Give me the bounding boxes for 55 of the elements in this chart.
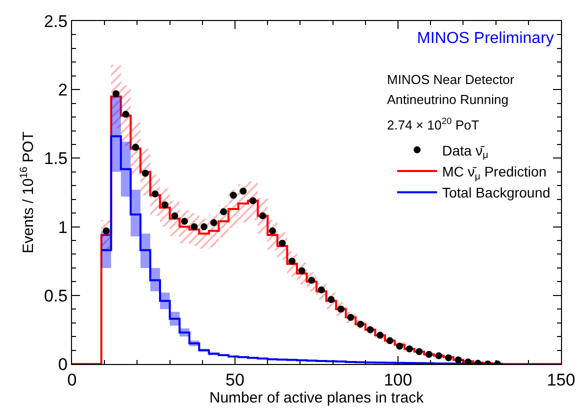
point — [435, 352, 442, 360]
point — [220, 208, 228, 216]
legend-label: Total Background — [442, 184, 550, 201]
point — [259, 212, 266, 220]
point — [161, 201, 168, 208]
point — [230, 192, 237, 199]
annotation: MINOS Preliminary — [417, 30, 554, 47]
point — [396, 342, 404, 350]
y-tick-label: 2.5 — [44, 12, 68, 31]
point — [210, 219, 218, 226]
y-tick-label: 0.5 — [44, 286, 68, 306]
point — [240, 188, 247, 195]
point — [180, 218, 188, 225]
point — [454, 356, 462, 364]
point — [337, 306, 344, 313]
x-tick-label: 150 — [546, 370, 576, 390]
legend-label: Data ν̄$_{μ}$ — [442, 142, 488, 162]
point — [416, 348, 423, 356]
point — [298, 267, 306, 274]
annotation: 2.74 × 10$^{20}$ PoT — [387, 116, 480, 132]
x-tick-label: 50 — [226, 370, 244, 390]
point — [376, 332, 384, 339]
y-tick-label: 0 — [58, 354, 68, 374]
point — [249, 197, 256, 204]
point — [122, 110, 130, 118]
legend-label: MC ν̄$_{μ}$ Prediction — [442, 163, 547, 182]
annotation: Antineutrino Running — [387, 92, 508, 107]
point — [357, 320, 364, 328]
annotation: MINOS Near Detector — [387, 72, 515, 87]
point — [366, 326, 374, 334]
point — [386, 337, 394, 344]
y-tick-label: 1.5 — [44, 149, 68, 168]
x-axis-title: Number of active planes in track — [209, 389, 424, 406]
point — [190, 223, 198, 230]
y-tick-label: 1 — [58, 218, 68, 237]
point — [132, 144, 140, 151]
point — [406, 345, 413, 352]
point — [278, 240, 286, 247]
point — [268, 227, 276, 234]
point — [142, 170, 149, 177]
point — [288, 258, 296, 265]
point — [464, 358, 472, 364]
point — [112, 90, 120, 98]
point — [152, 190, 159, 198]
x-tick-label: 100 — [384, 370, 412, 390]
y-tick-label: 2 — [58, 80, 68, 100]
point — [171, 212, 178, 220]
point — [347, 314, 354, 321]
point — [328, 296, 335, 304]
point — [102, 227, 110, 234]
point — [425, 350, 432, 358]
point — [318, 286, 325, 294]
point — [308, 276, 316, 284]
point — [200, 223, 208, 230]
point — [445, 354, 452, 362]
